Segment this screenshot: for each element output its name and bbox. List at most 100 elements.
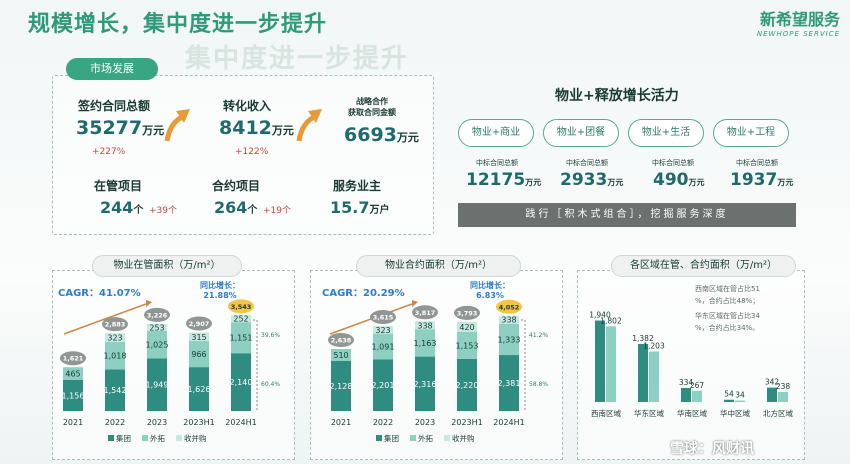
bar-segment xyxy=(189,367,209,411)
bar-segment xyxy=(331,349,351,361)
bar-value-label: 252 xyxy=(233,315,248,324)
bar-segment xyxy=(231,353,251,411)
strategic-label: 战略合作 获取合同金额 xyxy=(348,96,396,118)
total-badge xyxy=(370,310,396,325)
metric-number: 490 xyxy=(653,170,689,190)
x-tick-label: 2023 xyxy=(147,418,167,427)
tag-engineering: 物业+工程 xyxy=(713,119,789,147)
share-label: 39.6% xyxy=(261,332,280,339)
total-label: 3,817 xyxy=(415,309,436,317)
bar-value-label: 1,025 xyxy=(146,341,169,350)
total-label: 3,543 xyxy=(231,303,252,311)
legend-label: 集团 xyxy=(384,433,399,443)
bar-segment xyxy=(105,333,125,342)
total-label: 2,883 xyxy=(105,321,126,329)
bar-segment xyxy=(373,333,393,360)
strategy-banner: 践行［积木式组合］，挖掘服务深度 xyxy=(458,203,796,227)
bar-value-label: 1,203 xyxy=(643,341,665,350)
bar-value-label: 315 xyxy=(191,333,206,342)
bar-value-label: 238 xyxy=(776,382,791,391)
metric-number: 1937 xyxy=(730,170,778,190)
service-owners-label: 服务业主 xyxy=(333,179,382,193)
chart-title-managed: 物业在管面积（万/m²） xyxy=(92,255,242,277)
contract-projects-label: 合约项目 xyxy=(212,179,261,193)
legend-swatch xyxy=(410,435,416,441)
metric-unit: 万元 xyxy=(777,178,794,187)
bar xyxy=(735,400,745,402)
bar-value-label: 253 xyxy=(149,323,164,332)
metric-unit: 万元 xyxy=(688,178,705,187)
market-panel xyxy=(52,75,434,235)
x-tick-label: 2023H1 xyxy=(183,418,214,427)
bar-segment xyxy=(105,341,125,370)
bar-value-label: 338 xyxy=(417,321,432,330)
total-badge xyxy=(496,299,522,314)
total-label: 2,907 xyxy=(189,320,210,328)
x-tick-label: 华中区域 xyxy=(720,408,750,418)
total-badge xyxy=(144,307,170,322)
total-badge xyxy=(102,317,128,332)
bar xyxy=(692,390,702,402)
bar xyxy=(595,320,605,402)
x-tick-label: 华南区域 xyxy=(677,408,707,418)
bar-segment xyxy=(63,379,83,411)
share-label: 58.8% xyxy=(529,381,548,388)
service-owners-unit: 万户 xyxy=(369,205,390,216)
bar-value-label: 267 xyxy=(690,381,705,390)
metric-label: 中标合同总额 xyxy=(566,159,608,167)
chart-panel-managed xyxy=(52,270,295,460)
metric-number: 2933 xyxy=(560,170,608,190)
growth-arrow-icon xyxy=(164,109,190,142)
managed-projects-unit: 个 xyxy=(133,205,144,216)
bar xyxy=(606,326,616,402)
bar-value-label: 2,128 xyxy=(330,382,353,391)
managed-projects-delta: +39个 xyxy=(148,206,177,216)
legend-label: 外拓 xyxy=(418,433,433,443)
bar-segment xyxy=(415,321,435,330)
bar-value-label: 2,316 xyxy=(414,380,437,389)
tag-catering: 物业+团餐 xyxy=(543,119,619,147)
legend-swatch xyxy=(176,435,182,441)
bar-value-label: 334 xyxy=(679,378,694,387)
strategic-unit: 万元 xyxy=(396,131,419,144)
chart-title-contract: 物业合约面积（万/m²） xyxy=(356,255,521,277)
growth-arrow-icon xyxy=(296,109,322,142)
yoy-value: 21.88% xyxy=(203,291,236,300)
cagr-arrow-line xyxy=(63,303,147,335)
bar xyxy=(724,399,734,402)
bar-segment xyxy=(457,321,477,332)
bar-segment xyxy=(147,323,167,331)
total-label: 3,615 xyxy=(373,314,394,322)
region-note: %，合约占比34%。 xyxy=(695,323,759,332)
bar-value-label: 966 xyxy=(191,350,206,359)
bar-value-label: 1,333 xyxy=(498,335,521,344)
bar-value-label: 510 xyxy=(333,351,348,360)
bar-segment xyxy=(63,367,83,380)
total-label: 3,793 xyxy=(457,309,478,317)
yoy-label: 同比增长： xyxy=(200,280,240,290)
bar-segment xyxy=(189,332,209,342)
region-note: 华东区域在管占比34 xyxy=(695,311,760,320)
bar-value-label: 1,153 xyxy=(456,341,479,350)
service-owners-value: 15.7万户 xyxy=(330,198,389,217)
total-badge xyxy=(328,333,354,348)
x-tick-label: 2021 xyxy=(63,418,83,427)
bar-value-label: 1,156 xyxy=(62,391,85,400)
bar-segment xyxy=(231,322,251,354)
growth-heading: 物业+释放增长活力 xyxy=(555,88,679,104)
total-badge xyxy=(60,351,86,366)
share-label: 41.2% xyxy=(529,332,548,339)
bar-segment xyxy=(373,359,393,411)
metric-unit: 万元 xyxy=(607,178,624,187)
bar-value-label: 342 xyxy=(765,378,780,387)
bar-value-label: 1,542 xyxy=(104,386,127,395)
bar-segment xyxy=(105,369,125,411)
total-label: 1,621 xyxy=(63,355,84,363)
bar-value-label: 2,381 xyxy=(498,379,521,388)
converted-income-number: 8412 xyxy=(219,117,272,139)
x-tick-label: 2024H1 xyxy=(493,418,524,427)
bar-value-label: 420 xyxy=(459,323,474,332)
yoy-label: 同比增长： xyxy=(470,280,510,290)
bar-value-label: 2,201 xyxy=(372,381,395,390)
